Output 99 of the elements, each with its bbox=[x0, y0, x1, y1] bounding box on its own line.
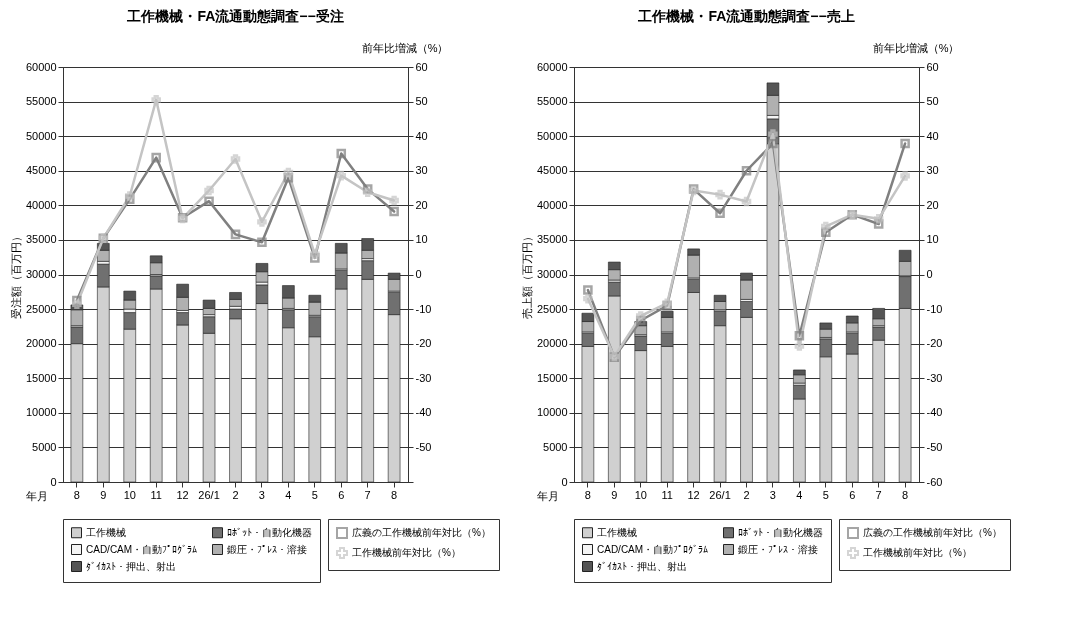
y-tick-label: 35000 bbox=[536, 233, 568, 246]
x-tick-label: 6 bbox=[849, 488, 856, 501]
y2-tick-label: 30 bbox=[926, 164, 939, 177]
y-tick-label: 45000 bbox=[25, 164, 57, 177]
x-tick-label: 12 bbox=[687, 488, 700, 501]
x-tick-label: 9 bbox=[611, 488, 618, 501]
y-tick-label: 30000 bbox=[25, 268, 57, 280]
y2-tick-label: -10 bbox=[926, 302, 943, 315]
y2-tick-label: 0 bbox=[415, 268, 422, 280]
y2-tick-label: -40 bbox=[415, 406, 432, 419]
y-tick-label: 35000 bbox=[25, 233, 57, 246]
y-tick-label: 10000 bbox=[25, 406, 57, 419]
legend-label: ﾛﾎﾞｯﾄ・自動化機器 bbox=[227, 526, 312, 538]
legend-label: ﾀﾞｲｶｽﾄ・押出、射出 bbox=[597, 560, 687, 572]
y-tick-label: 5000 bbox=[543, 440, 568, 453]
x-tick-label: 26/1 bbox=[709, 488, 731, 501]
x-tick-label: 8 bbox=[902, 488, 909, 501]
legend-label: 鍛圧・ﾌﾟﾚｽ・溶接 bbox=[227, 543, 307, 555]
y2-tick-label: -50 bbox=[926, 440, 943, 453]
x-tick-label: 8 bbox=[73, 488, 80, 501]
y-tick-label: 25000 bbox=[25, 302, 57, 315]
y2-tick-label: -50 bbox=[415, 440, 432, 453]
y2-tick-label: -40 bbox=[926, 406, 943, 419]
chart-title: 工作機械・FA流通動態調査−−受注 bbox=[126, 8, 344, 24]
y-axis-title: 売上額（百万円） bbox=[520, 231, 533, 319]
y-tick-label: 60000 bbox=[25, 60, 57, 73]
x-axis-title: 年月 bbox=[536, 489, 559, 502]
y2-tick-label: 50 bbox=[926, 95, 939, 108]
y2-tick-label: 20 bbox=[415, 198, 428, 211]
y2-tick-label: 40 bbox=[926, 129, 939, 142]
y-tick-label: 0 bbox=[561, 475, 568, 488]
x-tick-label: 10 bbox=[634, 488, 647, 501]
x-tick-label: 5 bbox=[822, 488, 829, 501]
legend-label: 工作機械 bbox=[86, 526, 126, 538]
x-tick-label: 4 bbox=[796, 488, 803, 501]
x-tick-label: 6 bbox=[338, 488, 345, 501]
x-tick-label: 3 bbox=[258, 488, 265, 501]
y2-tick-label: 40 bbox=[415, 129, 428, 142]
y2-tick-label: -20 bbox=[926, 337, 943, 350]
y-tick-label: 60000 bbox=[536, 60, 568, 73]
y-tick-label: 0 bbox=[50, 475, 57, 488]
x-tick-label: 2 bbox=[743, 488, 750, 501]
x-axis-title: 年月 bbox=[25, 489, 48, 502]
y2-tick-label: 10 bbox=[415, 233, 428, 246]
legend-label: CAD/CAM・自動ﾌﾟﾛｸﾞﾗﾑ bbox=[86, 543, 198, 555]
y-tick-label: 30000 bbox=[536, 268, 568, 280]
x-tick-label: 7 bbox=[875, 488, 882, 501]
y2-tick-label: 50 bbox=[415, 95, 428, 108]
y-tick-label: 55000 bbox=[536, 95, 568, 108]
x-tick-label: 8 bbox=[584, 488, 591, 501]
y-tick-label: 20000 bbox=[25, 337, 57, 350]
x-tick-label: 3 bbox=[769, 488, 776, 501]
y-tick-label: 25000 bbox=[536, 302, 568, 315]
y2-axis-title: 前年比増減（%） bbox=[872, 41, 960, 54]
x-tick-label: 26/1 bbox=[198, 488, 220, 501]
x-tick-label: 11 bbox=[150, 488, 162, 501]
y-tick-label: 15000 bbox=[536, 371, 568, 384]
x-tick-label: 10 bbox=[123, 488, 136, 501]
y-tick-label: 5000 bbox=[32, 440, 57, 453]
x-tick-label: 2 bbox=[232, 488, 239, 501]
x-tick-label: 7 bbox=[364, 488, 371, 501]
y2-tick-label: 30 bbox=[415, 164, 428, 177]
legend-label: 工作機械 bbox=[597, 526, 637, 538]
y-tick-label: 20000 bbox=[536, 337, 568, 350]
y-tick-label: 50000 bbox=[25, 129, 57, 142]
y2-tick-label: 10 bbox=[926, 233, 939, 246]
y2-axis-title: 前年比増減（%） bbox=[361, 41, 449, 54]
y-tick-label: 40000 bbox=[25, 198, 57, 211]
legend-label: CAD/CAM・自動ﾌﾟﾛｸﾞﾗﾑ bbox=[597, 543, 709, 555]
y2-tick-label: 60 bbox=[415, 60, 428, 73]
y-tick-label: 10000 bbox=[536, 406, 568, 419]
y2-tick-label: -60 bbox=[926, 475, 943, 488]
x-tick-label: 12 bbox=[176, 488, 189, 501]
y-tick-label: 40000 bbox=[536, 198, 568, 211]
y2-tick-label: -30 bbox=[415, 371, 432, 384]
x-tick-label: 11 bbox=[661, 488, 673, 501]
y2-tick-label: 20 bbox=[926, 198, 939, 211]
y2-tick-label: 0 bbox=[926, 268, 933, 280]
legend-label: 鍛圧・ﾌﾟﾚｽ・溶接 bbox=[738, 543, 818, 555]
x-tick-label: 9 bbox=[100, 488, 107, 501]
legend-label: 広義の工作機械前年対比（%） bbox=[352, 527, 491, 538]
y2-tick-label: 60 bbox=[926, 60, 939, 73]
y2-tick-label: -30 bbox=[926, 371, 943, 384]
y2-tick-label: -20 bbox=[415, 337, 432, 350]
x-tick-label: 4 bbox=[285, 488, 292, 501]
legend-label: ﾀﾞｲｶｽﾄ・押出、射出 bbox=[86, 560, 176, 572]
x-tick-label: 5 bbox=[311, 488, 318, 501]
legend-label: 広義の工作機械前年対比（%） bbox=[863, 527, 1002, 538]
y-tick-label: 55000 bbox=[25, 95, 57, 108]
chart-title: 工作機械・FA流通動態調査−−売上 bbox=[637, 8, 855, 24]
y-axis-title: 受注額（百万円） bbox=[9, 231, 22, 319]
y-tick-label: 15000 bbox=[25, 371, 57, 384]
y-tick-label: 50000 bbox=[536, 129, 568, 142]
legend-label: ﾛﾎﾞｯﾄ・自動化機器 bbox=[738, 526, 823, 538]
legend-label: 工作機械前年対比（%） bbox=[863, 547, 972, 558]
legend-label: 工作機械前年対比（%） bbox=[352, 547, 461, 558]
y-tick-label: 45000 bbox=[536, 164, 568, 177]
y2-tick-label: -10 bbox=[415, 302, 432, 315]
x-tick-label: 8 bbox=[391, 488, 398, 501]
